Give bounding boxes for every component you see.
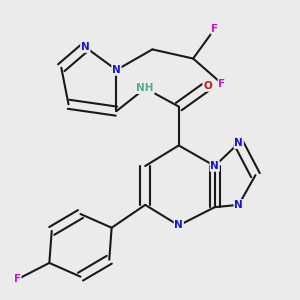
Text: F: F xyxy=(14,274,21,284)
Text: NH: NH xyxy=(136,83,154,93)
Text: O: O xyxy=(203,81,212,91)
Text: F: F xyxy=(211,24,218,34)
Text: N: N xyxy=(234,200,243,210)
Text: N: N xyxy=(81,42,90,52)
Text: N: N xyxy=(174,220,183,230)
Text: N: N xyxy=(210,161,219,171)
Text: N: N xyxy=(112,65,121,75)
Text: N: N xyxy=(234,138,243,148)
Text: F: F xyxy=(218,79,226,89)
